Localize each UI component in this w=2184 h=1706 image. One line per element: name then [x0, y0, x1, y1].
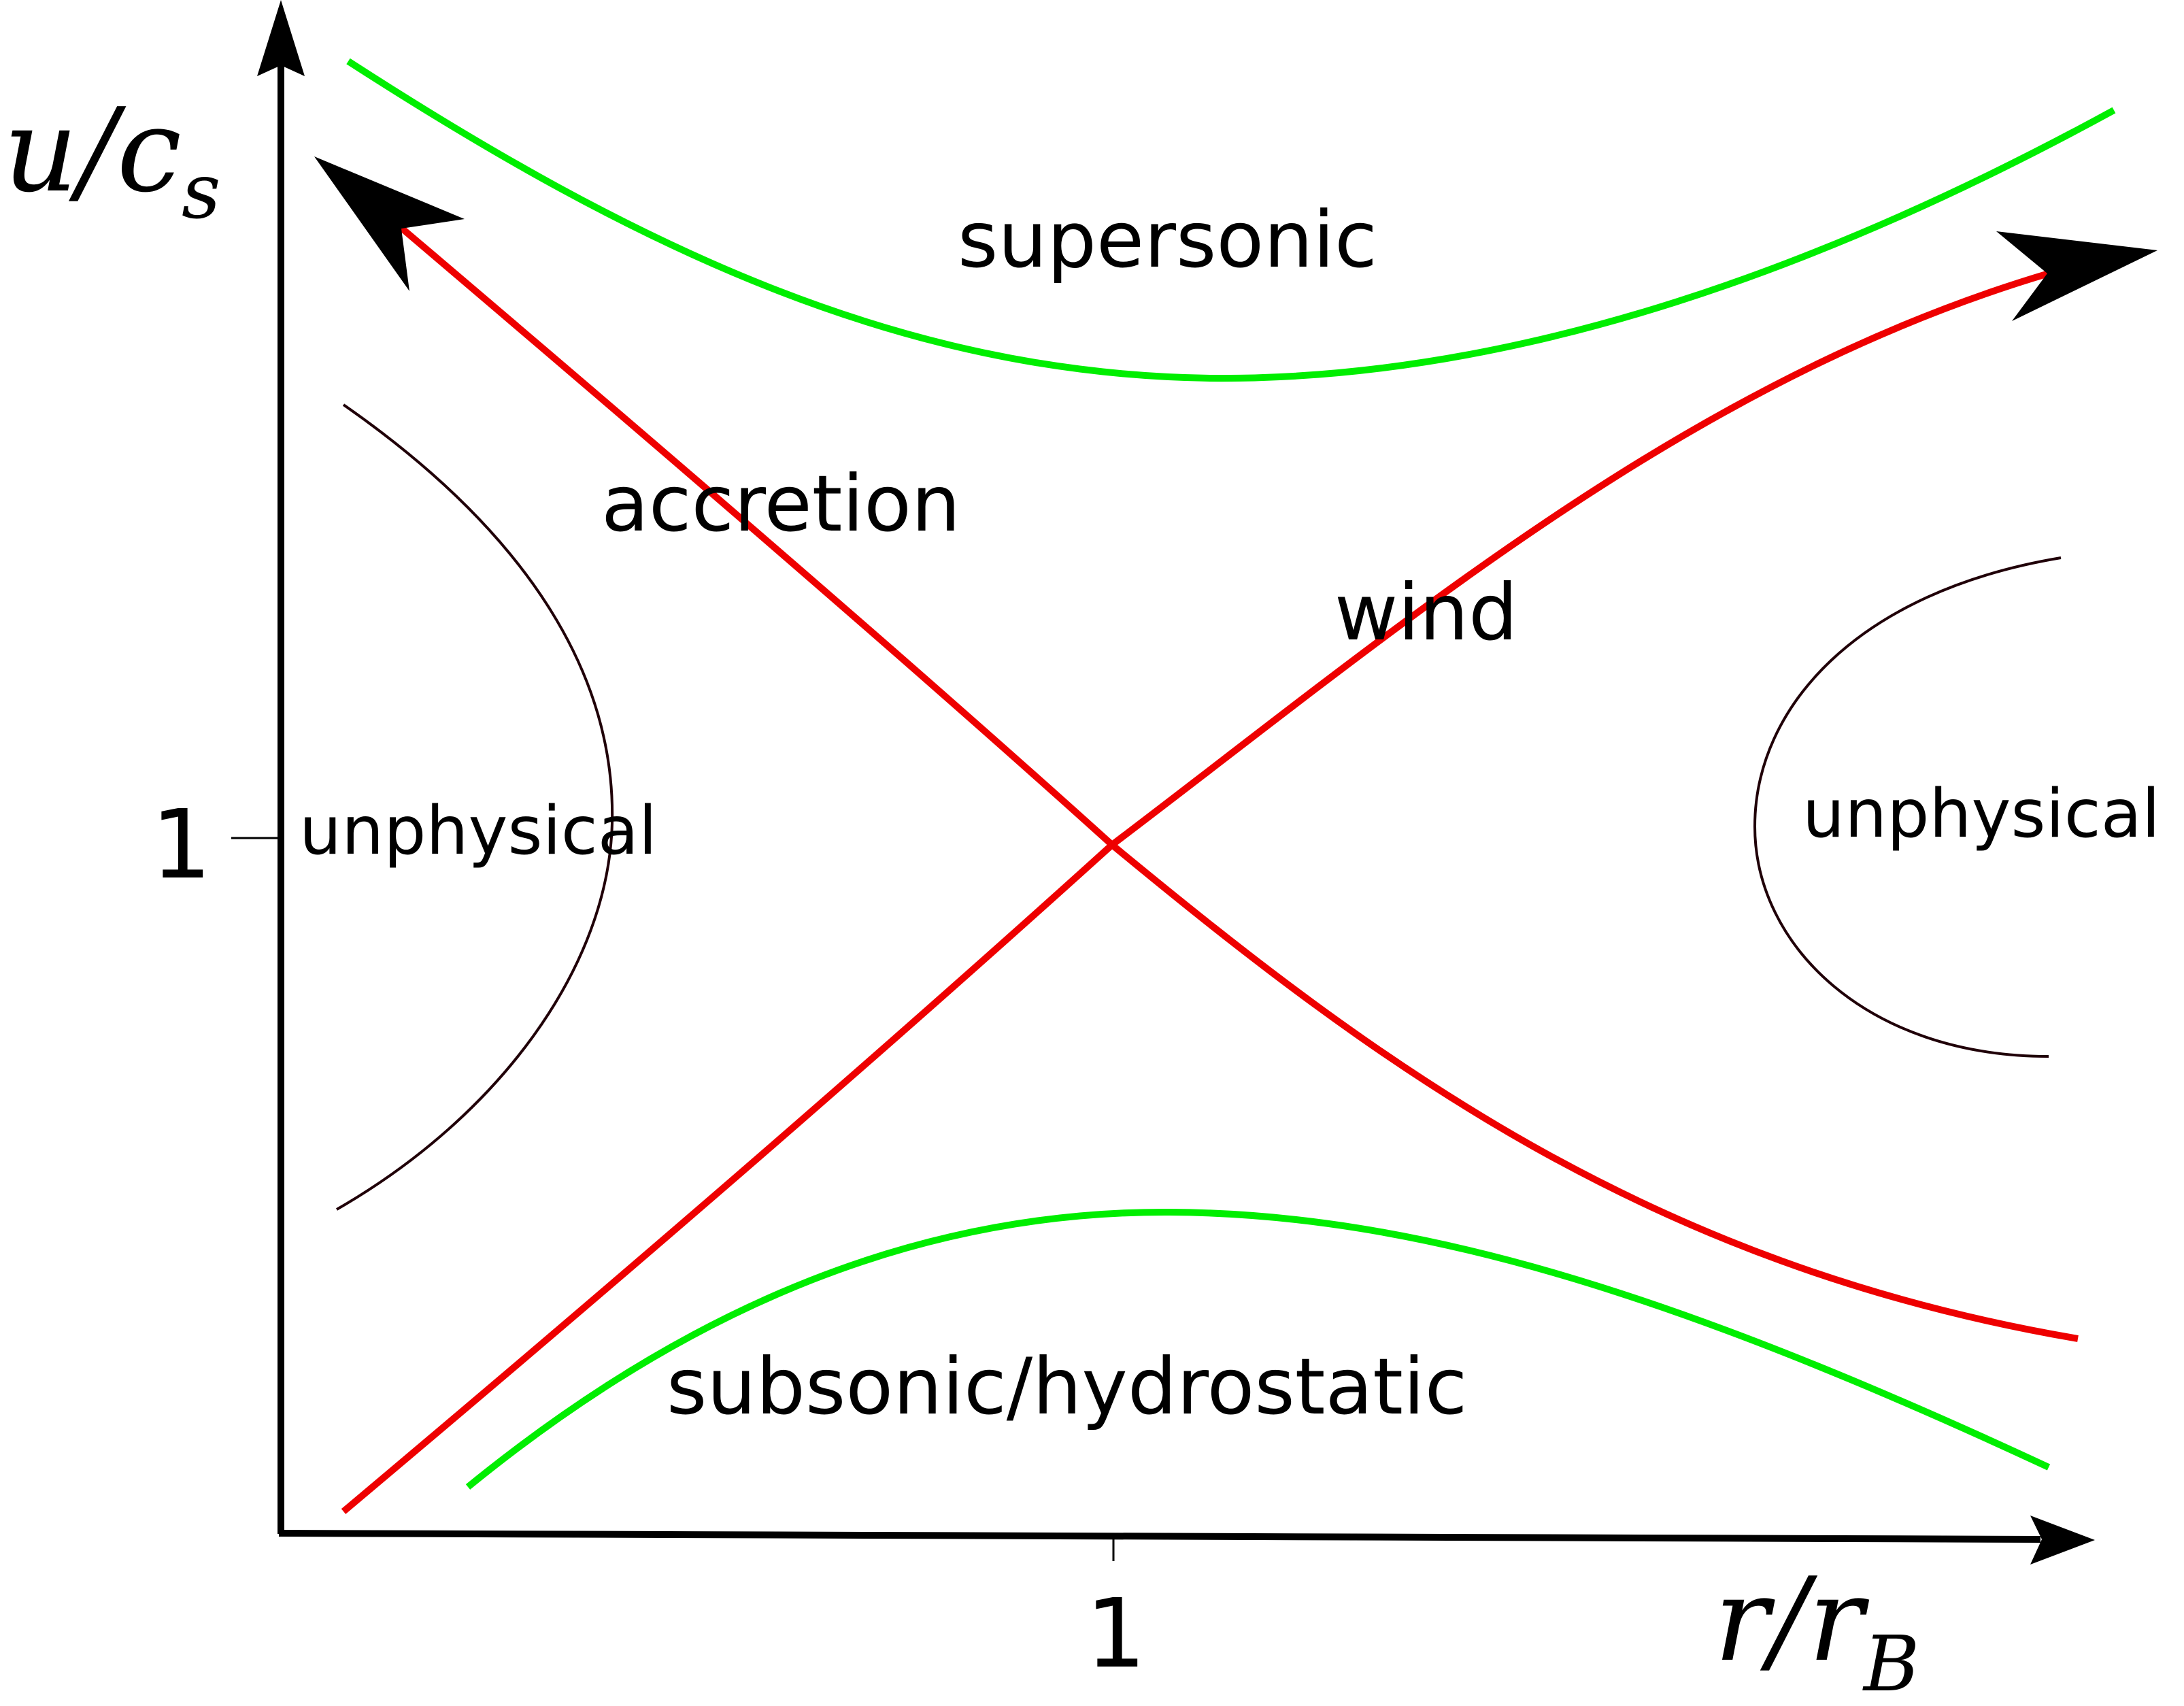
- accretion-curve: [399, 225, 2079, 1342]
- unphysical-label-left: unphysical: [299, 792, 657, 870]
- y-axis-label: u/cs: [3, 84, 220, 236]
- supersonic-label: supersonic: [958, 195, 1377, 285]
- unphysical-curve-right: [1753, 556, 2062, 1058]
- y-axis-arrowhead: [257, 0, 305, 76]
- y-tick-label: 1: [151, 790, 212, 901]
- x-axis-line: [278, 1530, 2041, 1543]
- subsonic-hydrostatic-label: subsonic/hydrostatic: [667, 1341, 1467, 1432]
- x-tick-label: 1: [1086, 1579, 1146, 1690]
- accretion-arrowhead: [314, 156, 465, 291]
- wind-curve: [341, 270, 2050, 1514]
- accretion-label: accretion: [601, 458, 960, 549]
- x-axis-label: r/rB: [1714, 1553, 1919, 1706]
- x-axis-arrowhead: [2030, 1516, 2095, 1565]
- unphysical-label-right: unphysical: [1802, 775, 2160, 853]
- subsonic-bound-curve: [465, 1208, 2051, 1490]
- wind-arrowhead: [1996, 231, 2157, 321]
- supersonic-bound-curve: [346, 58, 2116, 382]
- wind-label: wind: [1334, 567, 1518, 658]
- axes: [231, 0, 2095, 1565]
- unphysical-curve-left: [336, 403, 614, 1211]
